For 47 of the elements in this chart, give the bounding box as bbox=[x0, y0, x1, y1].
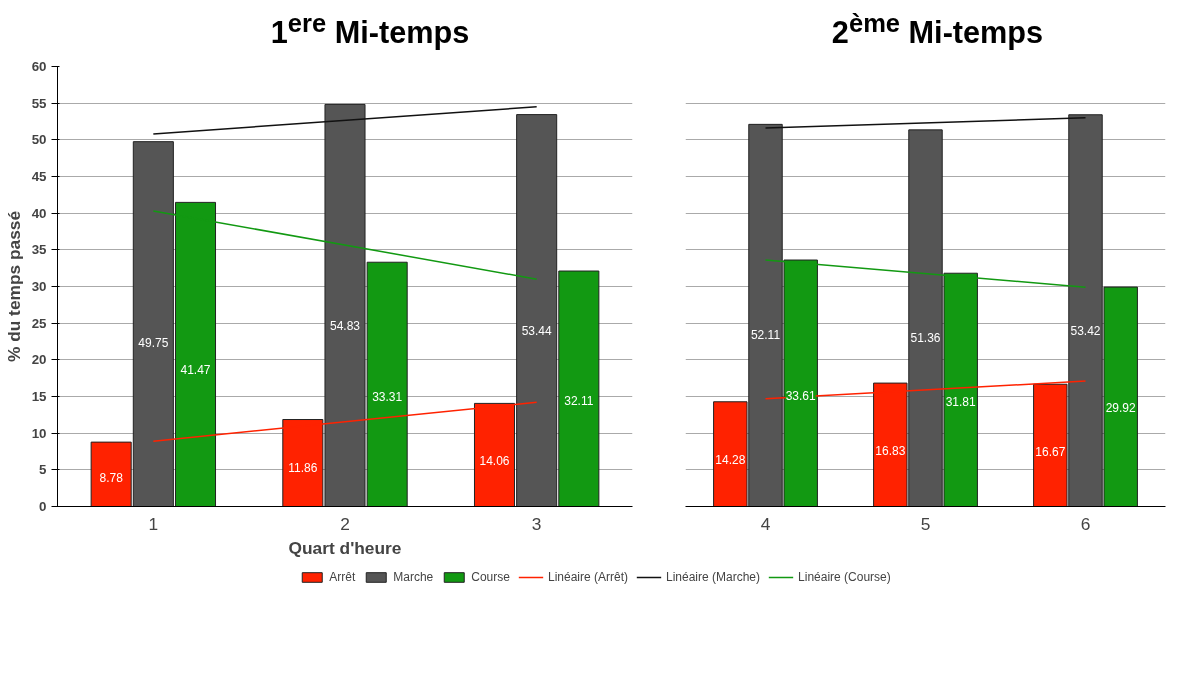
data-label: 31.81 bbox=[945, 395, 977, 410]
y-tick-label: 55 bbox=[31, 95, 48, 111]
data-label: 14.06 bbox=[479, 453, 510, 468]
data-label: 16.83 bbox=[875, 444, 906, 459]
y-tick-label: 15 bbox=[31, 389, 48, 404]
y-tick-label: 30 bbox=[31, 279, 47, 294]
y-tick-label: 45 bbox=[31, 169, 48, 184]
data-label: 54.83 bbox=[329, 319, 361, 334]
chart-title: 2$^{ème}$ Mi-temps bbox=[831, 8, 1044, 52]
data-label: 33.31 bbox=[372, 390, 403, 405]
legend-label: Marche bbox=[393, 570, 434, 584]
data-label: 33.61 bbox=[785, 389, 817, 404]
data-label: 8.78 bbox=[99, 471, 124, 486]
data-label: 14.28 bbox=[715, 452, 746, 467]
data-label: 32.11 bbox=[564, 394, 594, 409]
x-tick-label: 1 bbox=[148, 513, 159, 534]
legend-label: Arrêt bbox=[329, 570, 356, 584]
data-label: 41.47 bbox=[180, 363, 211, 378]
data-label: 16.67 bbox=[1035, 444, 1066, 459]
y-tick-label: 10 bbox=[31, 425, 47, 441]
data-label: 29.92 bbox=[1105, 401, 1137, 416]
y-tick-label: 0 bbox=[39, 499, 47, 514]
y-tick-label: 35 bbox=[31, 242, 48, 258]
data-label: 51.36 bbox=[910, 330, 941, 345]
y-tick-label: 20 bbox=[31, 352, 47, 368]
data-label: 11.86 bbox=[288, 460, 318, 475]
legend-label: Linéaire (Course) bbox=[798, 570, 891, 584]
data-label: 52.11 bbox=[750, 328, 781, 343]
x-tick-label: 3 bbox=[531, 513, 542, 534]
y-tick-label: 60 bbox=[31, 59, 47, 74]
y-tick-label: 40 bbox=[31, 205, 47, 221]
chart-title: 1$^{ere}$ Mi-temps bbox=[270, 8, 470, 52]
y-tick-label: 5 bbox=[39, 462, 48, 478]
data-label: 53.42 bbox=[1070, 323, 1101, 338]
data-label: 53.44 bbox=[521, 323, 553, 338]
data-label: 49.75 bbox=[138, 335, 169, 350]
legend-label: Linéaire (Arrêt) bbox=[547, 570, 628, 584]
y-tick-label: 50 bbox=[31, 132, 47, 148]
x-tick-label: 5 bbox=[920, 513, 931, 534]
x-tick-label: 4 bbox=[760, 513, 771, 534]
x-tick-label: 6 bbox=[1080, 513, 1091, 534]
x-axis-title: Quart d'heure bbox=[288, 537, 402, 558]
legend-label: Linéaire (Marche) bbox=[665, 570, 761, 584]
y-axis-title: % du temps passé bbox=[3, 210, 24, 363]
y-tick-label: 25 bbox=[31, 315, 48, 331]
legend-label: Course bbox=[471, 570, 510, 584]
x-tick-label: 2 bbox=[340, 513, 350, 534]
